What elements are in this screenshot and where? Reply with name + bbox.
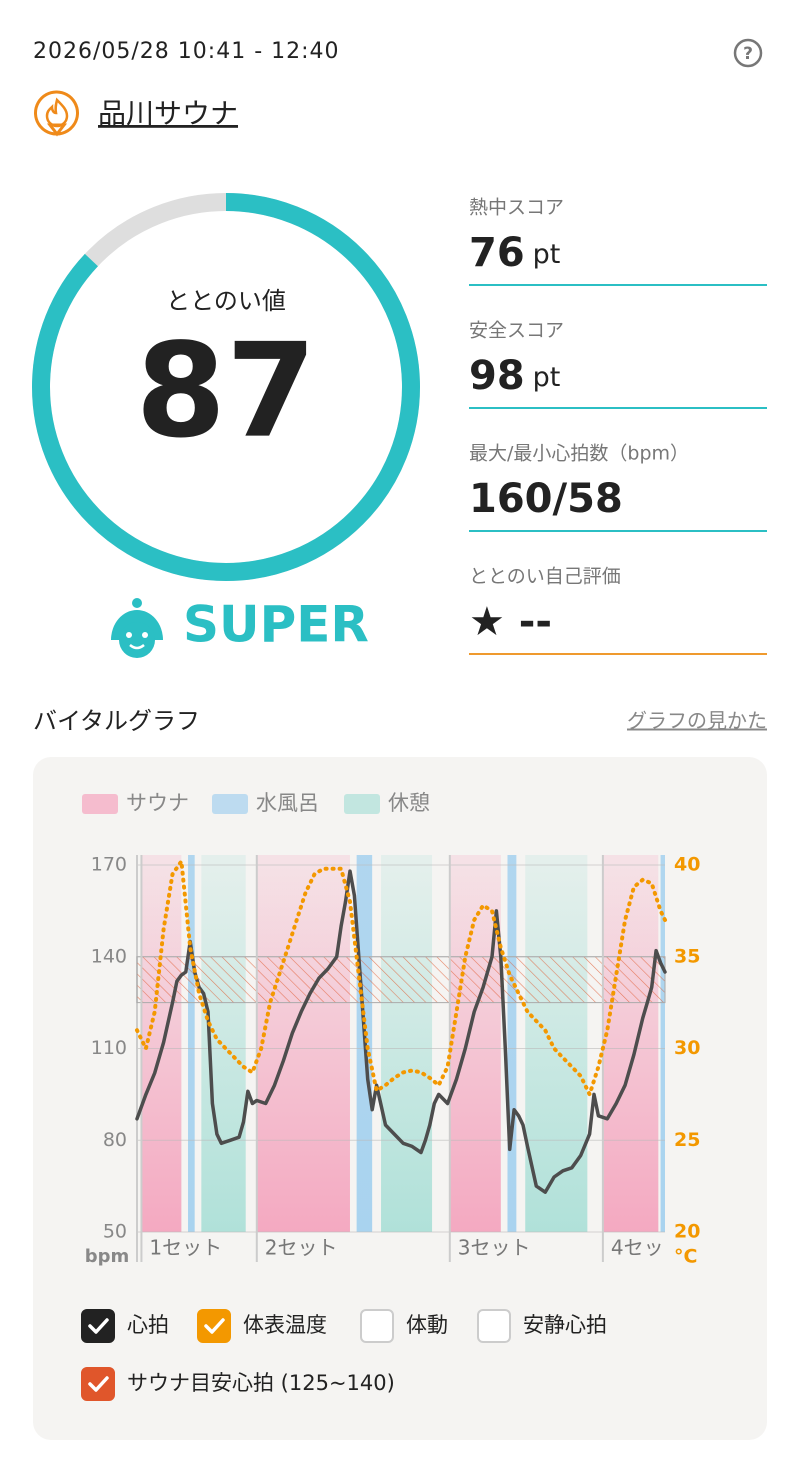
stat-value: 76 (469, 230, 525, 276)
toggle[interactable]: サウナ目安心拍 (125~140) (81, 1367, 395, 1401)
legend-swatch (82, 794, 118, 814)
stat-unit: pt (533, 239, 561, 270)
stat-label: 安全スコア (469, 320, 564, 342)
section-title: バイタルグラフ (33, 707, 200, 735)
y2-tick-label: 30 (674, 1037, 700, 1059)
y-tick-label: 140 (91, 945, 127, 967)
ring-progress (32, 193, 420, 581)
legend-swatch (344, 794, 380, 814)
phase-band (141, 855, 182, 1232)
legend-swatch (212, 794, 248, 814)
date-range: 2026/05/28 10:41 - 12:40 (33, 39, 340, 64)
y-tick-label: 50 (103, 1221, 127, 1243)
heart-rate-line (135, 869, 667, 1194)
x-tick-label: 1セット (149, 1236, 222, 1260)
y2-tick-label: 20 (674, 1221, 700, 1243)
checkbox[interactable] (477, 1309, 511, 1343)
target-band (136, 956, 666, 1004)
svg-text:?: ? (743, 44, 753, 64)
checkbox[interactable] (81, 1309, 115, 1343)
stat-value-row: 76 pt (469, 230, 560, 276)
checkmark (88, 1318, 109, 1334)
phase-band (256, 855, 350, 1232)
x-tick-labels: 1セット 2セット 3セット 4セット (149, 1236, 684, 1260)
stat-value: 160/58 (469, 476, 623, 522)
stat-unit: pt (533, 362, 561, 393)
y2-tick-label: 35 (674, 945, 700, 967)
help-icon[interactable]: ? (733, 38, 763, 68)
phase-band (381, 855, 433, 1232)
toggle-label[interactable]: 体表温度 (243, 1313, 327, 1337)
stats: 熱中スコア 76 pt 安全スコア 98 pt 最大/最小心拍数（bpm） 160/58 ととの… (469, 197, 767, 655)
legend-label: 休憩 (388, 791, 430, 815)
stat-value: 98 (469, 353, 525, 399)
phase-band (660, 855, 665, 1232)
y2-axis-label: °C (674, 1246, 697, 1268)
y-tick-label: 80 (103, 1129, 127, 1151)
stat-value-row: 98 pt (469, 353, 560, 399)
x-tick-label: 2セット (265, 1236, 338, 1260)
stat-value: ★ -- (469, 599, 552, 645)
stat-label: ととのい自己評価 (469, 566, 621, 588)
checkmark (88, 1376, 109, 1392)
toggle[interactable]: 心拍 (81, 1309, 169, 1343)
place-icon (34, 90, 79, 137)
help-link[interactable]: グラフの見かた (627, 709, 767, 733)
y-tick-label: 110 (91, 1037, 127, 1059)
stat-value-row: 160/58 (469, 476, 623, 522)
checkmark (204, 1318, 225, 1334)
x-tick-label: 4セット (611, 1236, 684, 1260)
stat-value-row: ★ -- (469, 599, 552, 645)
phase-band (507, 855, 517, 1232)
toggle[interactable]: 安静心拍 (477, 1309, 607, 1343)
temperature-line (135, 859, 667, 1097)
toggle-label[interactable]: サウナ目安心拍 (125~140) (127, 1371, 395, 1395)
checkbox[interactable] (360, 1309, 394, 1343)
phase-band (602, 855, 659, 1232)
rank-icon (111, 598, 163, 658)
toggle-label[interactable]: 安静心拍 (523, 1313, 607, 1337)
phase-band (525, 855, 588, 1232)
y-axis-label: bpm (85, 1246, 130, 1267)
legend-label: 水風呂 (256, 791, 319, 815)
y2-tick-label: 25 (674, 1129, 700, 1151)
rank: SUPER (183, 596, 369, 654)
legend-label: サウナ (126, 791, 189, 815)
toggle-label[interactable]: 心拍 (127, 1313, 169, 1337)
checkbox[interactable] (197, 1309, 231, 1343)
phase-band (188, 855, 195, 1232)
score-value: 87 (136, 315, 317, 467)
score-ring (32, 193, 420, 581)
toggle[interactable]: 体表温度 (197, 1309, 327, 1343)
y-tick-label: 170 (91, 854, 127, 876)
checkbox[interactable] (81, 1367, 115, 1401)
y2-tick-label: 40 (674, 854, 700, 876)
x-tick-label: 3セット (458, 1236, 531, 1260)
toggle[interactable]: 体動 (360, 1309, 448, 1343)
score-label: ととのい値 (166, 287, 286, 315)
toggle-label[interactable]: 体動 (406, 1313, 448, 1337)
stat-label: 最大/最小心拍数（bpm） (469, 443, 689, 465)
stat-label: 熱中スコア (469, 197, 564, 219)
place-link[interactable]: 品川サウナ (98, 97, 238, 130)
